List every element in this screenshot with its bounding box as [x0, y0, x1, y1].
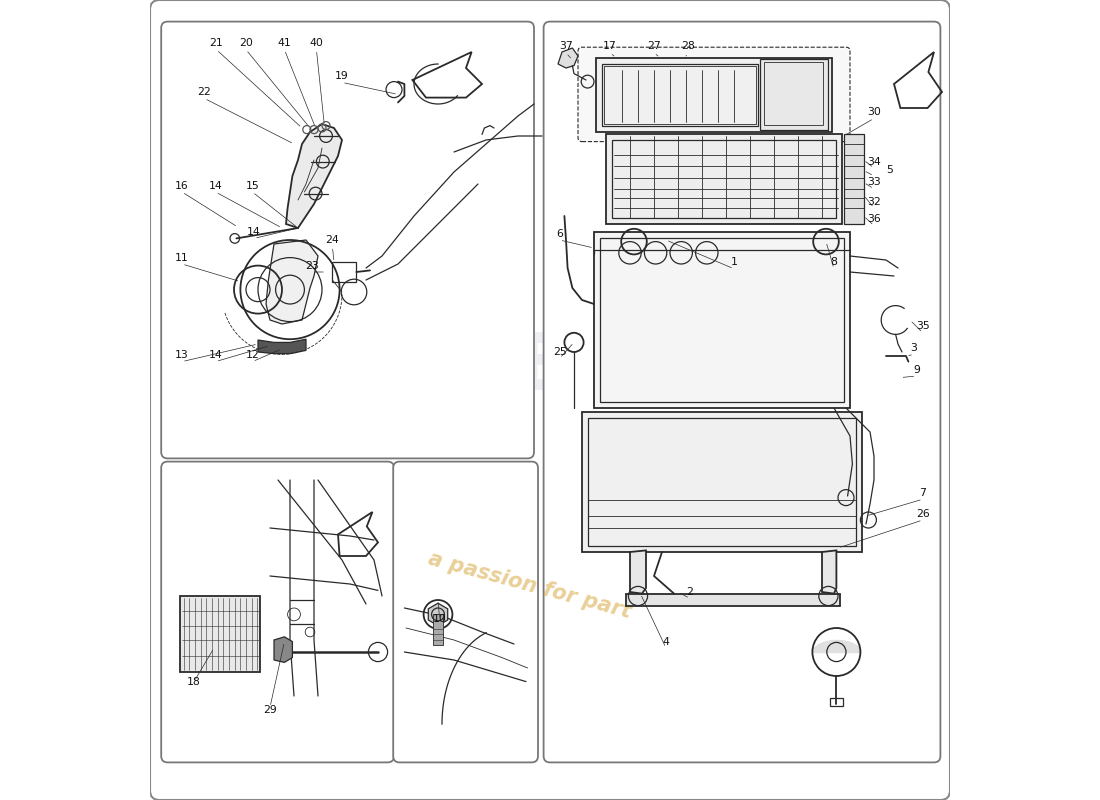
Bar: [844, 134, 864, 224]
Bar: [602, 64, 758, 126]
Polygon shape: [630, 550, 646, 594]
Text: 17: 17: [603, 42, 617, 51]
Polygon shape: [428, 603, 448, 626]
Bar: [588, 418, 857, 546]
FancyBboxPatch shape: [162, 22, 534, 458]
Bar: [830, 698, 843, 706]
Bar: [180, 596, 261, 672]
Text: 6: 6: [557, 229, 563, 238]
Text: 32: 32: [867, 197, 881, 206]
Text: 41: 41: [277, 38, 292, 48]
Text: 27: 27: [647, 42, 661, 51]
Text: 18: 18: [187, 677, 201, 686]
Text: 33: 33: [867, 178, 881, 187]
Polygon shape: [258, 339, 306, 354]
Bar: [332, 262, 356, 282]
Bar: [760, 59, 827, 130]
Text: 35: 35: [916, 322, 930, 331]
Text: 1985: 1985: [717, 417, 895, 479]
Text: EUROSPA: EUROSPA: [515, 329, 937, 407]
Bar: [433, 614, 443, 645]
Text: 4: 4: [662, 637, 670, 646]
Text: 19: 19: [336, 71, 349, 81]
Text: 13: 13: [175, 350, 189, 360]
Text: 21: 21: [209, 38, 223, 48]
Text: 15: 15: [245, 181, 260, 190]
Text: 29: 29: [263, 706, 277, 715]
Text: 25: 25: [552, 347, 567, 357]
Bar: [596, 58, 833, 132]
Text: 36: 36: [867, 214, 881, 224]
Polygon shape: [822, 550, 836, 594]
Text: 14: 14: [209, 181, 222, 190]
Text: 14: 14: [248, 227, 261, 237]
Text: 30: 30: [867, 107, 881, 117]
Bar: [600, 238, 844, 402]
Polygon shape: [274, 637, 293, 662]
Bar: [582, 412, 862, 552]
Text: 14: 14: [209, 350, 222, 360]
Text: 28: 28: [681, 42, 694, 51]
Text: 16: 16: [175, 181, 189, 190]
Polygon shape: [626, 594, 839, 606]
Text: 10: 10: [432, 614, 447, 624]
Text: 11: 11: [175, 253, 189, 262]
Bar: [604, 66, 757, 124]
Polygon shape: [558, 48, 578, 68]
FancyBboxPatch shape: [543, 22, 940, 762]
Text: 7: 7: [920, 488, 926, 498]
Text: 3: 3: [911, 343, 917, 353]
FancyBboxPatch shape: [162, 462, 394, 762]
Text: 9: 9: [913, 365, 920, 374]
Polygon shape: [286, 124, 342, 228]
Bar: [612, 140, 836, 218]
FancyBboxPatch shape: [393, 462, 538, 762]
Text: 8: 8: [830, 258, 837, 267]
Text: 20: 20: [239, 38, 253, 48]
Bar: [606, 134, 842, 224]
FancyBboxPatch shape: [150, 0, 950, 800]
Bar: [594, 232, 850, 408]
Text: 12: 12: [245, 350, 260, 360]
Text: 2: 2: [686, 587, 693, 597]
Text: 1: 1: [730, 258, 737, 267]
Text: 23: 23: [306, 261, 319, 270]
Polygon shape: [266, 240, 318, 324]
Text: ✦: ✦: [609, 265, 843, 535]
Text: 37: 37: [559, 42, 573, 51]
FancyBboxPatch shape: [578, 47, 850, 142]
Text: 26: 26: [916, 509, 930, 518]
Text: a passion for part: a passion for part: [427, 549, 634, 622]
Text: 24: 24: [326, 235, 339, 245]
Text: 22: 22: [198, 87, 211, 97]
Text: 40: 40: [309, 38, 323, 48]
Bar: [764, 62, 823, 125]
Text: 34: 34: [867, 157, 881, 166]
Text: 5: 5: [886, 165, 892, 174]
